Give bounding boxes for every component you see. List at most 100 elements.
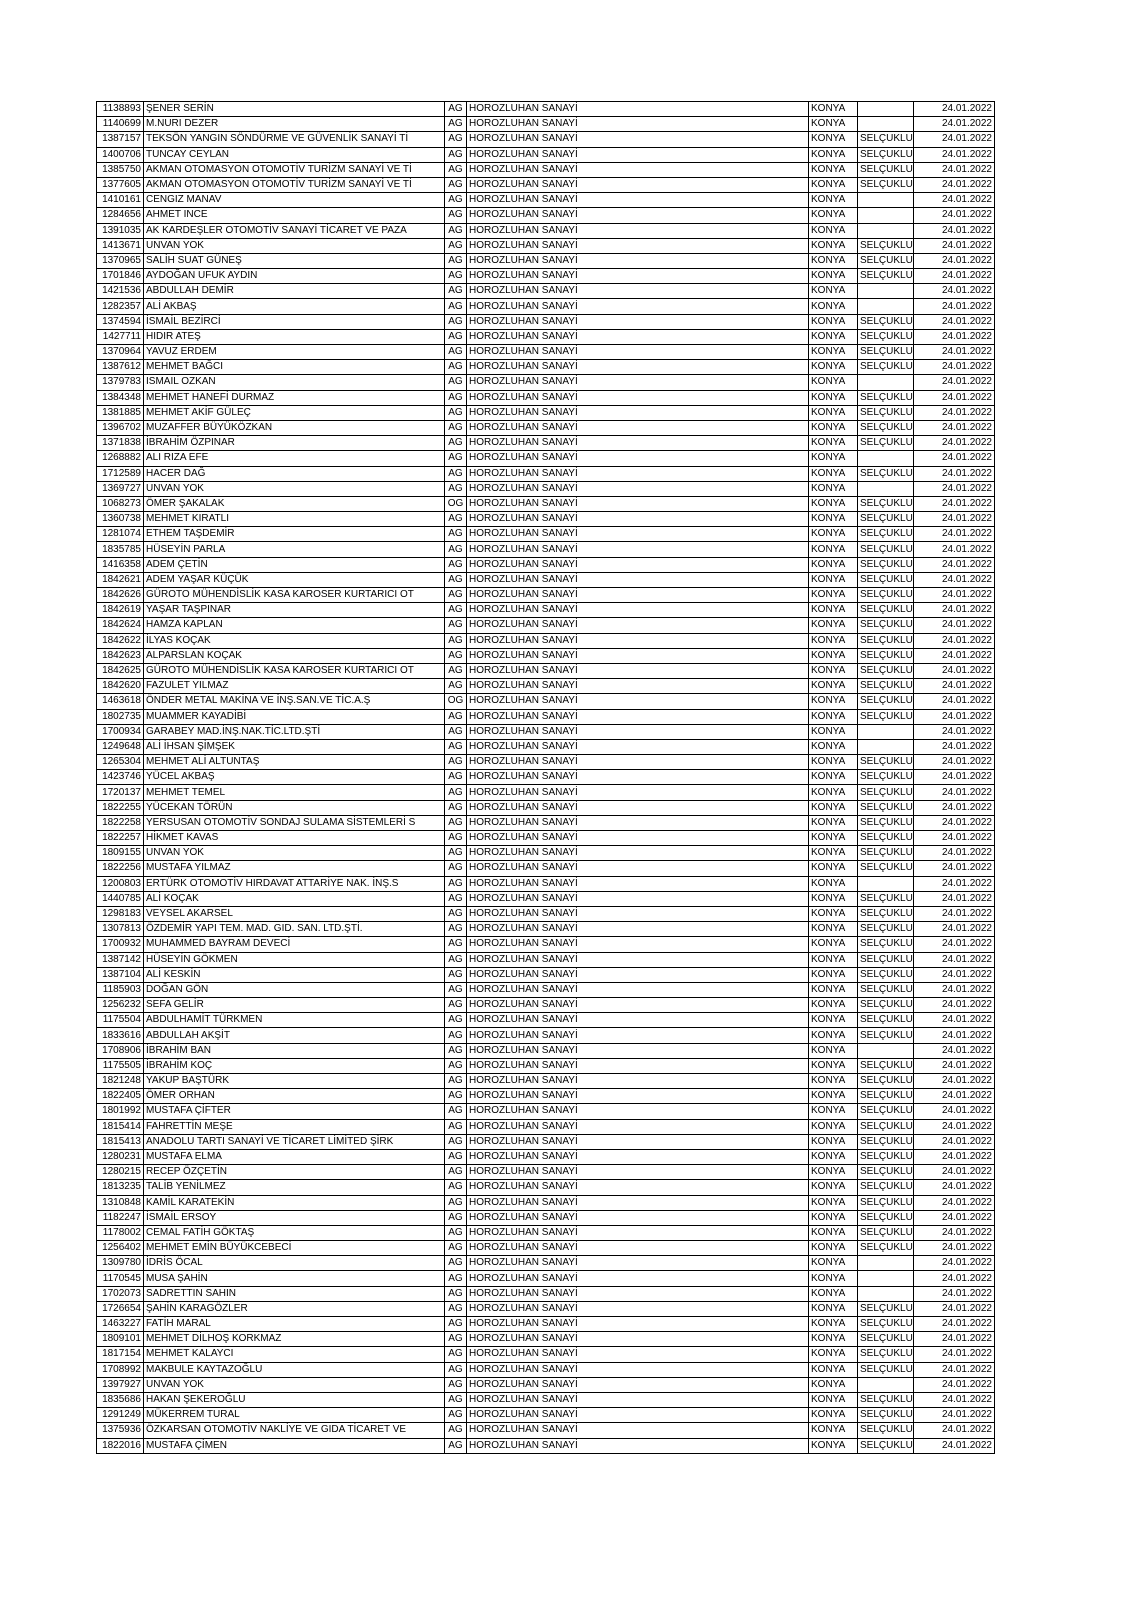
record-date: 24.01.2022	[913, 1376, 995, 1393]
record-id: 1370965	[96, 252, 144, 270]
record-area: HOROZLUHAN SANAYİ	[466, 1012, 809, 1029]
table-row: 1370964 YAVUZ ERDEM AG HOROZLUHAN SANAYİ KON…	[96, 343, 995, 361]
record-district	[857, 1270, 914, 1287]
record-name: HAKAN ŞEKEROĞLU	[143, 1391, 445, 1409]
record-type: AG	[444, 617, 467, 634]
table-row: 1249648 ALİ İHSAN ŞİMŞEK AG HOROZLUHAN SANA…	[96, 738, 995, 756]
record-district	[857, 1255, 914, 1272]
record-district: SELÇUKLU	[857, 769, 914, 786]
record-type: AG	[444, 784, 467, 801]
record-type: AG	[444, 541, 467, 558]
record-date: 24.01.2022	[913, 693, 995, 710]
table-row: 1175505 İBRAHİM KOÇ AG HOROZLUHAN SANAYİ KON…	[96, 1057, 995, 1075]
record-type: AG	[444, 997, 467, 1014]
record-date: 24.01.2022	[913, 161, 995, 178]
record-type: AG	[444, 890, 467, 907]
record-district: SELÇUKLU	[857, 541, 914, 558]
record-name: KAMİL KARATEKİN	[143, 1194, 445, 1211]
record-name: TALİB YENİLMEZ	[143, 1179, 445, 1196]
record-city: KONYA	[808, 1179, 858, 1196]
record-area: HOROZLUHAN SANAYİ	[466, 814, 809, 832]
record-type: AG	[444, 1240, 467, 1257]
record-district: SELÇUKLU	[857, 389, 914, 406]
record-date: 24.01.2022	[913, 1391, 995, 1409]
record-name: MEHMET DİLHOŞ KORKMAZ	[143, 1331, 445, 1348]
record-date: 24.01.2022	[913, 100, 995, 118]
record-city: KONYA	[808, 374, 858, 391]
record-area: HOROZLUHAN SANAYİ	[466, 708, 809, 725]
record-area: HOROZLUHAN SANAYİ	[466, 298, 809, 315]
record-id: 1310848	[96, 1194, 144, 1211]
table-row: 1387612 MEHMET BAĞCI AG HOROZLUHAN SANAYİ KO…	[96, 359, 995, 376]
record-area: HOROZLUHAN SANAYİ	[466, 1315, 809, 1333]
record-id: 1175505	[96, 1057, 144, 1075]
record-id: 1463618	[96, 693, 144, 710]
record-city: KONYA	[808, 921, 858, 938]
record-district: SELÇUKLU	[857, 419, 914, 437]
record-district: SELÇUKLU	[857, 860, 914, 877]
table-row: 1423746 YÜCEL AKBAŞ AG HOROZLUHAN SANAYİ KON…	[96, 769, 995, 786]
record-id: 1138893	[96, 100, 144, 118]
table-row: 1385750 AKMAN OTOMASYON OTOMOTİV TURİZM S…	[96, 161, 995, 178]
record-type: AG	[444, 1224, 467, 1242]
record-date: 24.01.2022	[913, 359, 995, 376]
record-name: İSMAİL BEZİRCİ	[143, 313, 445, 330]
record-type: AG	[444, 1012, 467, 1029]
record-name: TEKSÖN YANGIN SÖNDÜRME VE GÜVENLİK SANAY…	[143, 131, 445, 148]
record-type: AG	[444, 1088, 467, 1105]
record-area: HOROZLUHAN SANAYİ	[466, 905, 809, 923]
record-area: HOROZLUHAN SANAYİ	[466, 526, 809, 543]
record-id: 1842622	[96, 632, 144, 649]
record-area: HOROZLUHAN SANAYİ	[466, 480, 809, 497]
record-city: KONYA	[808, 389, 858, 406]
record-name: MEHMET HANEFİ DURMAZ	[143, 389, 445, 406]
record-city: KONYA	[808, 784, 858, 801]
record-type: AG	[444, 951, 467, 968]
table-row: 1835785 HÜSEYİN PARLA AG HOROZLUHAN SANAYİ K…	[96, 541, 995, 558]
record-district: SELÇUKLU	[857, 632, 914, 649]
record-name: HİKMET KAVAS	[143, 829, 445, 847]
record-id: 1280231	[96, 1148, 144, 1166]
table-row: 1700932 MUHAMMED BAYRAM DEVECİ AG HOROZLUHA…	[96, 936, 995, 953]
record-city: KONYA	[808, 981, 858, 999]
record-name: YÜCEKAN TÖRÜN	[143, 799, 445, 816]
record-district: SELÇUKLU	[857, 966, 914, 983]
record-type: AG	[444, 283, 467, 300]
record-district: SELÇUKLU	[857, 1391, 914, 1409]
record-city: KONYA	[808, 207, 858, 224]
record-id: 1307813	[96, 921, 144, 938]
record-district: SELÇUKLU	[857, 951, 914, 968]
record-date: 24.01.2022	[913, 374, 995, 391]
table-row: 1842622 İLYAS KOÇAK AG HOROZLUHAN SANAYİ KON…	[96, 632, 995, 649]
record-district: SELÇUKLU	[857, 161, 914, 178]
record-area: HOROZLUHAN SANAYİ	[466, 1346, 809, 1363]
record-city: KONYA	[808, 116, 858, 133]
table-row: 1802735 MUAMMER KAYADİBİ AG HOROZLUHAN SANA…	[96, 708, 995, 725]
record-city: KONYA	[808, 480, 858, 497]
record-id: 1170545	[96, 1270, 144, 1287]
record-type: AG	[444, 328, 467, 346]
record-city: KONYA	[808, 1255, 858, 1272]
record-district: SELÇUKLU	[857, 1315, 914, 1333]
record-date: 24.01.2022	[913, 1042, 995, 1059]
record-date: 24.01.2022	[913, 571, 995, 589]
record-city: KONYA	[808, 268, 858, 285]
record-name: MEHMET KALAYCI	[143, 1346, 445, 1363]
record-date: 24.01.2022	[913, 738, 995, 756]
record-date: 24.01.2022	[913, 1270, 995, 1287]
table-row: 1421536 ABDULLAH DEMİR AG HOROZLUHAN SANAYİ…	[96, 283, 995, 300]
record-date: 24.01.2022	[913, 511, 995, 528]
record-district	[857, 1285, 914, 1302]
record-date: 24.01.2022	[913, 1088, 995, 1105]
record-district: SELÇUKLU	[857, 495, 914, 513]
record-id: 1842621	[96, 571, 144, 589]
record-area: HOROZLUHAN SANAYİ	[466, 586, 809, 604]
record-type: AG	[444, 343, 467, 361]
record-date: 24.01.2022	[913, 298, 995, 315]
record-district: SELÇUKLU	[857, 1179, 914, 1196]
record-id: 1387142	[96, 951, 144, 968]
record-id: 1822256	[96, 860, 144, 877]
record-city: KONYA	[808, 829, 858, 847]
record-district: SELÇUKLU	[857, 237, 914, 254]
